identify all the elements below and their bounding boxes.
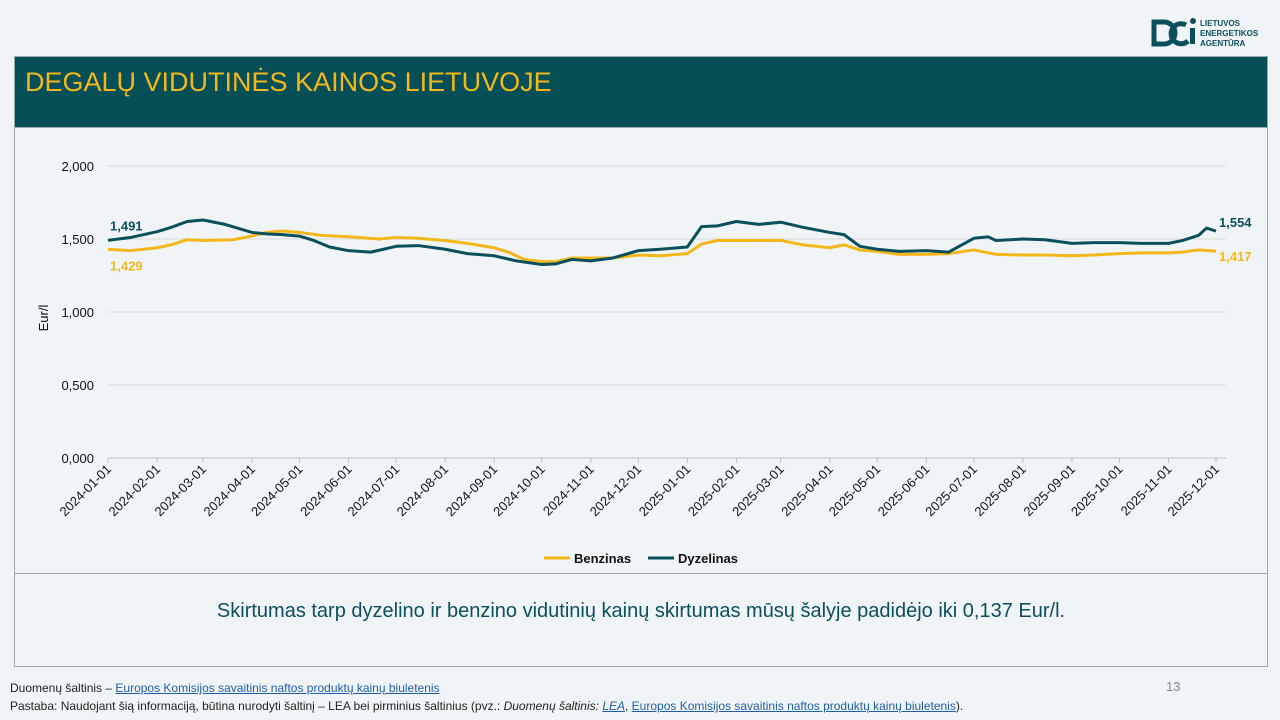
footer-source-prefix: Duomenų šaltinis – <box>10 681 116 695</box>
x-tick-label: 2025-12-01 <box>1164 462 1222 520</box>
lea-logo: LIETUVOS ENERGETIKOS AGENTŪRA <box>1150 14 1270 54</box>
y-axis-label: Eur/l <box>36 305 51 332</box>
x-tick-label: 2025-10-01 <box>1068 462 1126 520</box>
series-lines <box>107 218 1217 267</box>
footer-note-prefix: Pastaba: Naudojant šią informaciją, būti… <box>10 699 504 713</box>
y-tick-label: 1,000 <box>61 305 94 320</box>
summary-text: Skirtumas tarp dyzelino ir benzino vidut… <box>216 600 1066 622</box>
page-number: 13 <box>1166 679 1181 694</box>
chart-panel <box>14 128 1268 574</box>
x-tick-labels: 2024-01-012024-02-012024-03-012024-04-01… <box>56 458 1222 519</box>
lea-logo-icon <box>1151 18 1196 47</box>
footer-note-suffix: ). <box>955 699 964 713</box>
logo-line-1: LIETUVOS <box>1200 19 1241 28</box>
chart-legend: Benzinas Dyzelinas <box>544 551 738 566</box>
data-label-end: 1,554 <box>1219 215 1252 230</box>
summary-box: Skirtumas tarp dyzelino ir benzino vidut… <box>14 573 1268 667</box>
data-labels: 1,429 1,417 1,491 1,554 <box>110 215 1252 273</box>
y-tick-label: 0,500 <box>61 378 94 393</box>
footer-source-link[interactable]: Europos Komisijos savaitinis naftos prod… <box>115 681 440 695</box>
y-tick-label: 0,000 <box>61 451 94 466</box>
x-tick-label: 2025-01-01 <box>636 462 694 520</box>
footer-source-line: Duomenų šaltinis – Europos Komisijos sav… <box>10 679 963 697</box>
page-title: DEGALŲ VIDUTINĖS KAINOS LIETUVOJE <box>25 67 552 97</box>
x-tick-label: 2025-07-01 <box>922 462 980 520</box>
footer-note-link[interactable]: Europos Komisijos savaitinis naftos prod… <box>631 699 956 713</box>
logo-line-3: AGENTŪRA <box>1200 39 1246 48</box>
data-label-start: 1,491 <box>110 218 143 233</box>
x-tick-label: 2025-05-01 <box>826 462 884 520</box>
title-band: DEGALŲ VIDUTINĖS KAINOS LIETUVOJE <box>14 56 1268 128</box>
footer-lea-link[interactable]: LEA <box>602 699 625 713</box>
x-tick-label: 2024-01-01 <box>56 462 114 520</box>
x-tick-label: 2024-05-01 <box>248 462 306 520</box>
data-label-end: 1,417 <box>1219 249 1252 264</box>
footer-note-line: Pastaba: Naudojant šią informaciją, būti… <box>10 697 963 715</box>
series-line-dyzelinas <box>107 218 1217 267</box>
grid-lines <box>108 165 1226 459</box>
lea-logo-text: LIETUVOS ENERGETIKOS AGENTŪRA <box>1200 19 1258 49</box>
logo-line-2: ENERGETIKOS <box>1200 29 1259 38</box>
x-tick-label: 2024-12-01 <box>587 462 645 520</box>
y-tick-label: 2,000 <box>61 159 94 174</box>
footer: Duomenų šaltinis – Europos Komisijos sav… <box>10 679 963 715</box>
y-tick-label: 1,500 <box>61 232 94 247</box>
data-label-start: 1,429 <box>110 258 143 273</box>
x-tick-label: 2024-10-01 <box>490 462 548 520</box>
footer-note-separator: , <box>625 699 632 713</box>
legend-entry: Dyzelinas <box>678 551 738 566</box>
x-tick-label: 2024-08-01 <box>394 462 452 520</box>
footer-note-source-label: Duomenų šaltinis: <box>503 699 603 713</box>
legend-entry: Benzinas <box>574 551 631 566</box>
x-tick-label: 2024-07-01 <box>345 462 403 520</box>
series-line-benzinas <box>107 229 1217 264</box>
x-tick-label: 2025-08-01 <box>971 462 1029 520</box>
y-tick-labels: 0,000 0,500 1,000 1,500 2,000 <box>61 159 94 466</box>
